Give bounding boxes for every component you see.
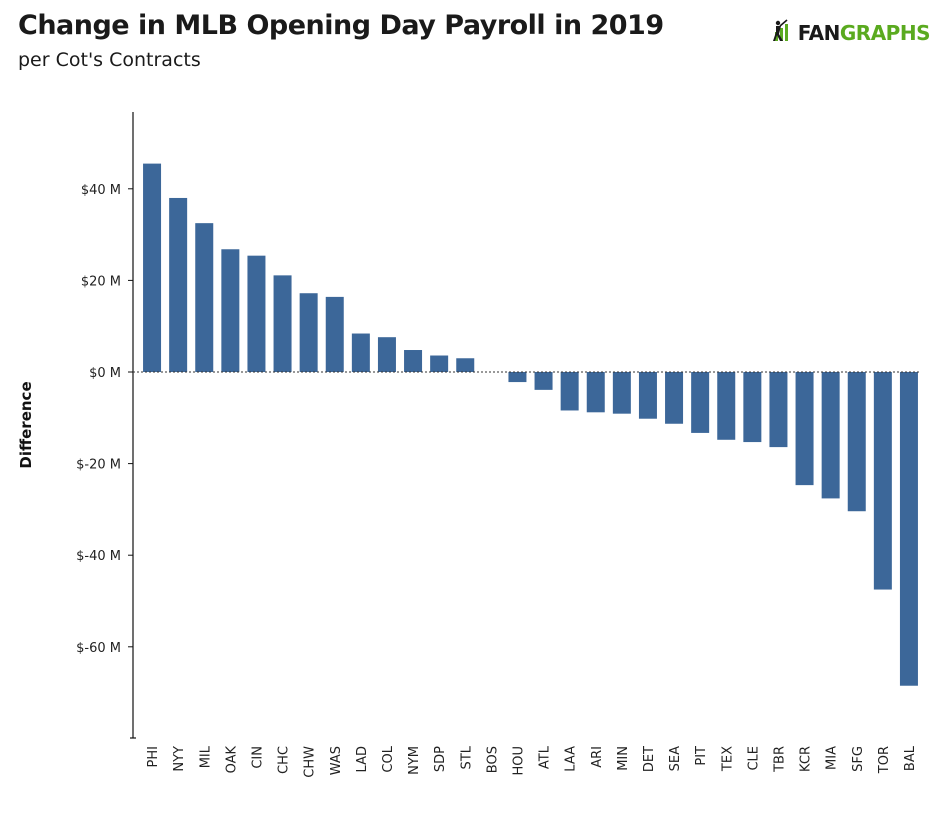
x-tick-label-sdp: SDP [433,746,448,772]
x-tick-label-laa: LAA [564,746,579,772]
bar-pit [691,372,710,433]
x-tick-label-phi: PHI [146,746,161,767]
y-axis: $40 M $20 M $0 M $-20 M $-40 M $-60 M [76,112,136,739]
y-tick-label: $40 M [81,183,121,198]
x-tick-label-mil: MIL [198,745,213,768]
x-tick-label-nym: NYM [407,746,422,775]
chart-title: Change in MLB Opening Day Payroll in 201… [18,10,664,41]
bar-mia [821,372,840,499]
bar-min [612,372,631,414]
x-tick-label-col: COL [381,745,396,772]
bar-mil [195,223,214,372]
x-tick-label-det: DET [642,746,657,772]
x-tick-label-was: WAS [329,746,344,775]
logo-text-graphs: GRAPHS [839,21,931,45]
x-tick-label-kcr: KCR [799,746,814,772]
bar-nym [404,350,423,372]
bar-sea [665,372,684,424]
x-tick-label-bal: BAL [903,745,918,771]
x-tick-label-chw: CHW [303,746,318,778]
y-tick-label: $20 M [81,274,121,289]
x-tick-label-bos: BOS [485,746,500,773]
bar-phi [143,163,162,372]
bars-group [143,163,918,686]
x-tick-label-lad: LAD [355,746,370,772]
bar-atl [534,372,553,390]
bar-kcr [795,372,814,486]
y-tick-label: $-40 M [76,549,121,564]
x-tick-label-tbr: TBR [772,746,787,773]
x-tick-label-atl: ATL [538,745,553,769]
bar-stl [456,358,475,372]
x-tick-label-pit: PIT [694,746,709,766]
bar-was [325,296,344,372]
x-tick-label-hou: HOU [511,746,526,776]
bar-det [638,372,657,419]
x-tick-label-oak: OAK [224,746,239,774]
x-tick-label-sea: SEA [668,746,683,771]
x-tick-label-nyy: NYY [172,746,187,772]
bar-col [377,337,396,372]
x-tick-label-chc: CHC [277,746,292,774]
bar-cin [247,255,266,372]
x-tick-label-tex: TEX [720,746,735,772]
x-tick-label-min: MIN [616,746,631,771]
x-tick-label-ari: ARI [590,746,605,768]
x-tick-label-tor: TOR [877,746,892,774]
bar-bal [899,372,918,686]
y-tick-label: $-20 M [76,458,121,473]
x-tick-label-cle: CLE [746,746,761,771]
bar-nyy [169,197,188,372]
bar-lad [351,333,370,372]
x-axis-labels: PHI NYY MIL OAK CIN CHC CHW WAS LAD COL NYM SDP STL B… [146,745,918,777]
bar-chw [299,293,318,372]
bar-hou [508,372,527,383]
bar-cle [743,372,762,443]
bar-oak [221,249,240,372]
batter-silhouette-icon [772,19,796,47]
x-tick-label-mia: MIA [825,746,840,770]
logo-text-fan: FAN [797,21,841,45]
bar-sfg [847,372,866,512]
bar-tbr [769,372,788,448]
bar-ari [586,372,605,413]
y-tick-label: $-60 M [76,641,121,656]
y-tick-label: $0 M [89,366,121,381]
bar-chc [273,275,292,372]
bar-sdp [430,355,449,372]
bar-tor [873,372,892,590]
bar-laa [560,372,579,411]
chart-subtitle: per Cot's Contracts [18,49,201,71]
x-tick-label-sfg: SFG [851,746,866,772]
y-axis-title: Difference [17,381,35,468]
bar-tex [717,372,736,440]
fangraphs-logo: FAN GRAPHS [772,18,931,48]
x-tick-label-stl: STL [459,745,474,769]
x-tick-label-cin: CIN [250,746,265,769]
